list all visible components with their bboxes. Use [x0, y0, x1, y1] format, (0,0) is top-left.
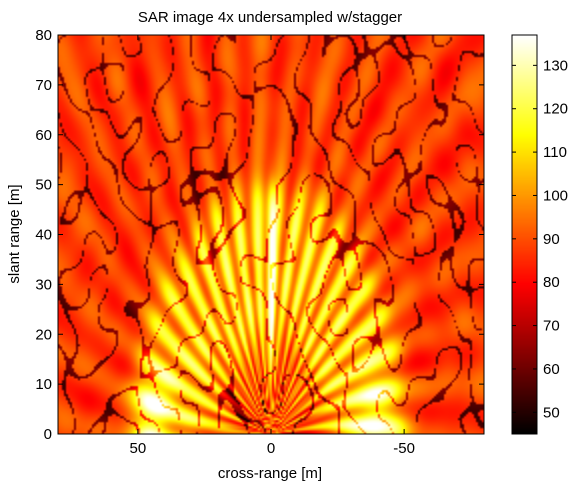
colorbar-tick-label: 50 [543, 404, 560, 421]
colorbar: 50 60 70 80 90 100 110 120 130 [511, 34, 568, 435]
x-tick-label: -50 [393, 440, 415, 457]
heatmap-image [58, 35, 484, 434]
chart-title: SAR image 4x undersampled w/stagger [138, 9, 402, 26]
colorbar-tick-label: 110 [543, 144, 567, 161]
colorbar-tick-label: 130 [543, 57, 568, 74]
x-tick-label: 0 [267, 440, 275, 457]
x-axis-label: cross-range [m] [218, 465, 322, 482]
colorbar-tick-label: 60 [543, 361, 560, 378]
x-tick-label: 50 [130, 440, 147, 457]
y-axis-label: slant range [m] [6, 184, 23, 283]
y-axis: 0 10 20 30 40 50 60 70 80 [35, 27, 484, 443]
plot-area [57, 34, 485, 435]
colorbar-gradient [512, 35, 537, 434]
y-tick-label: 0 [44, 426, 52, 443]
colorbar-frame [511, 34, 538, 435]
colorbar-tick-label: 70 [543, 318, 560, 335]
colorbar-tick-label: 80 [543, 274, 560, 291]
colorbar-tick-label: 120 [543, 101, 568, 118]
y-tick-label: 40 [35, 227, 52, 244]
x-axis: 50 0 -50 [130, 35, 415, 457]
y-tick-label: 80 [35, 27, 52, 44]
y-tick-label: 10 [35, 376, 52, 393]
y-tick-label: 30 [35, 276, 52, 293]
y-tick-label: 20 [35, 326, 52, 343]
colorbar-axis: 50 60 70 80 90 100 110 120 130 [512, 57, 568, 421]
colorbar-tick-label: 90 [543, 231, 560, 248]
y-tick-label: 50 [35, 177, 52, 194]
colorbar-tick-label: 100 [543, 187, 568, 204]
y-tick-label: 60 [35, 127, 52, 144]
y-tick-label: 70 [35, 77, 52, 94]
